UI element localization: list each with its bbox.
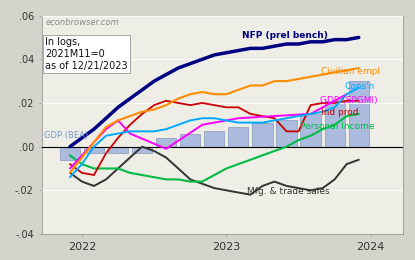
Bar bbox=[156, 138, 176, 147]
Bar bbox=[300, 114, 321, 147]
Text: NFP (prel bench): NFP (prel bench) bbox=[242, 31, 328, 40]
Bar bbox=[132, 147, 152, 153]
Text: econbrowser.com: econbrowser.com bbox=[45, 18, 119, 27]
Text: Cons'n: Cons'n bbox=[345, 82, 375, 91]
Text: GDP (SPGMI): GDP (SPGMI) bbox=[320, 96, 377, 105]
Bar bbox=[276, 120, 297, 147]
Bar bbox=[60, 147, 80, 160]
Text: Ind prod: Ind prod bbox=[321, 108, 359, 117]
Bar bbox=[228, 127, 249, 147]
Bar bbox=[180, 134, 200, 147]
Bar bbox=[252, 123, 273, 147]
Text: GDP (BEA): GDP (BEA) bbox=[44, 131, 88, 140]
Text: In logs,
2021M11=0
as of 12/21/2023: In logs, 2021M11=0 as of 12/21/2023 bbox=[45, 37, 128, 71]
Text: Mfg. & trade sales: Mfg. & trade sales bbox=[247, 187, 330, 196]
Text: Civilian empl: Civilian empl bbox=[321, 67, 380, 76]
Bar bbox=[349, 81, 369, 147]
Bar bbox=[204, 131, 225, 147]
Text: Personal Income: Personal Income bbox=[300, 122, 374, 132]
Bar bbox=[325, 101, 345, 147]
Bar bbox=[108, 147, 128, 153]
Bar bbox=[84, 147, 104, 153]
